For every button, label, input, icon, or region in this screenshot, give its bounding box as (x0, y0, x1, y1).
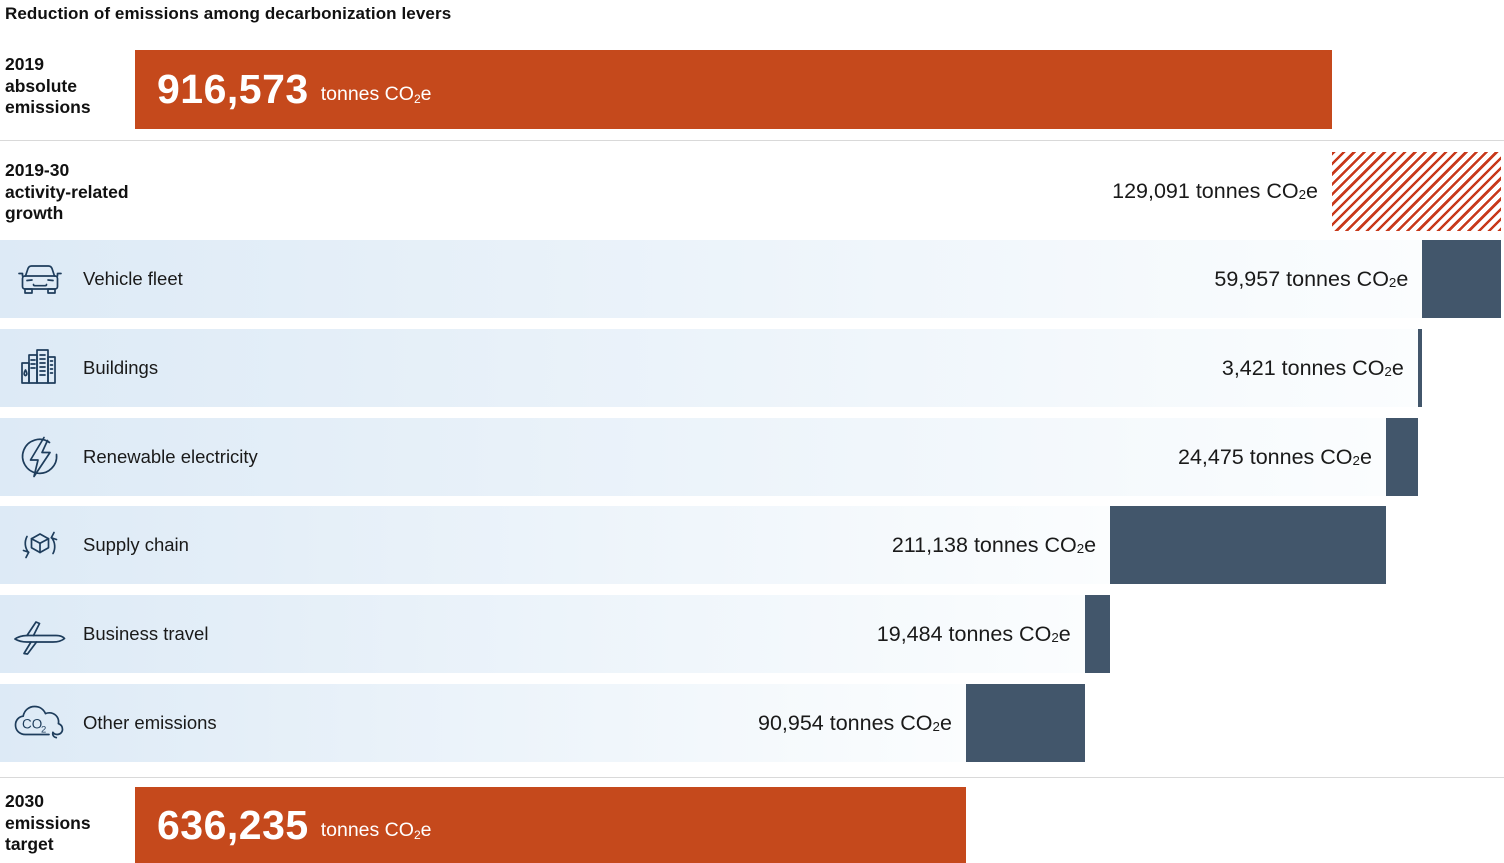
separator-line-1 (0, 140, 1504, 141)
block-label-line: growth (5, 203, 129, 225)
row-background (0, 240, 1422, 318)
waterfall-chart: Reduction of emissions among decarboniza… (0, 0, 1504, 863)
value-vehicle-fleet: 59,957 tonnes CO2e (1214, 240, 1408, 318)
svg-text:CO: CO (22, 717, 42, 732)
value-renewable-electricity: 24,475 tonnes CO2e (1178, 418, 1372, 496)
row-end-total: 636,235 tonnes CO2e 2030emissionstarget (0, 787, 1504, 863)
value-buildings: 3,421 tonnes CO2e (1222, 329, 1404, 407)
co2-cloud-icon: CO 2 (11, 684, 69, 762)
block-label-line: 2019-30 (5, 160, 129, 182)
value-number: 636,235 (157, 805, 309, 846)
bar-other-emissions (966, 684, 1085, 762)
bar-end-total: 636,235 tonnes CO2e (135, 787, 966, 863)
airplane-icon (11, 595, 69, 673)
block-label-line: emissions (5, 97, 91, 119)
row-buildings: Buildings 3,421 tonnes CO2e (0, 329, 1504, 407)
bar-start-total: 916,573 tonnes CO2e (135, 50, 1332, 129)
row-other-emissions: CO 2 Other emissions 90,954 tonnes CO2e (0, 684, 1504, 762)
block-label-line: activity-related (5, 182, 129, 204)
value-supply-chain: 211,138 tonnes CO2e (892, 506, 1096, 584)
block-label-line: 2030 (5, 791, 91, 813)
bar-business-travel (1085, 595, 1110, 673)
block-label-line: 2019 (5, 54, 91, 76)
block-label-start-total: 2019absoluteemissions (5, 54, 91, 119)
bar-growth (1332, 152, 1501, 231)
buildings-icon (11, 329, 69, 407)
value-business-travel: 19,484 tonnes CO2e (877, 595, 1071, 673)
block-label-line: target (5, 834, 91, 856)
row-vehicle-fleet: Vehicle fleet 59,957 tonnes CO2e (0, 240, 1504, 318)
lightning-circle-icon (11, 418, 69, 496)
lever-label-supply-chain: Supply chain (83, 506, 189, 584)
lever-label-vehicle-fleet: Vehicle fleet (83, 240, 183, 318)
row-renewable-electricity: Renewable electricity 24,475 tonnes CO2e (0, 418, 1504, 496)
separator-line-2 (0, 777, 1504, 778)
row-background (0, 329, 1418, 407)
value-unit: tonnes CO2e (321, 809, 432, 842)
value-start-total: 916,573 tonnes CO2e (157, 50, 432, 129)
bar-vehicle-fleet (1422, 240, 1500, 318)
bar-buildings (1418, 329, 1423, 407)
value-number: 916,573 (157, 69, 309, 110)
row-business-travel: Business travel 19,484 tonnes CO2e (0, 595, 1504, 673)
car-icon (11, 240, 69, 318)
bar-supply-chain (1110, 506, 1386, 584)
row-growth: 129,091 tonnes CO2e 2019-30activity-relat… (0, 152, 1504, 231)
lever-label-other-emissions: Other emissions (83, 684, 217, 762)
lever-label-renewable-electricity: Renewable electricity (83, 418, 258, 496)
cube-cycle-icon (11, 506, 69, 584)
value-end-total: 636,235 tonnes CO2e (157, 787, 432, 863)
block-label-end-total: 2030emissionstarget (5, 791, 91, 856)
lever-label-buildings: Buildings (83, 329, 158, 407)
bar-renewable-electricity (1386, 418, 1418, 496)
chart-title: Reduction of emissions among decarboniza… (5, 4, 451, 24)
block-label-growth: 2019-30activity-relatedgrowth (5, 160, 129, 225)
svg-text:2: 2 (41, 725, 46, 736)
row-start-total: 916,573 tonnes CO2e 2019absoluteemissions (0, 50, 1504, 129)
row-supply-chain: Supply chain 211,138 tonnes CO2e (0, 506, 1504, 584)
block-label-line: absolute (5, 76, 91, 98)
value-other-emissions: 90,954 tonnes CO2e (758, 684, 952, 762)
lever-label-business-travel: Business travel (83, 595, 208, 673)
block-label-line: emissions (5, 813, 91, 835)
value-growth: 129,091 tonnes CO2e (1112, 152, 1318, 231)
value-unit: tonnes CO2e (321, 73, 432, 106)
